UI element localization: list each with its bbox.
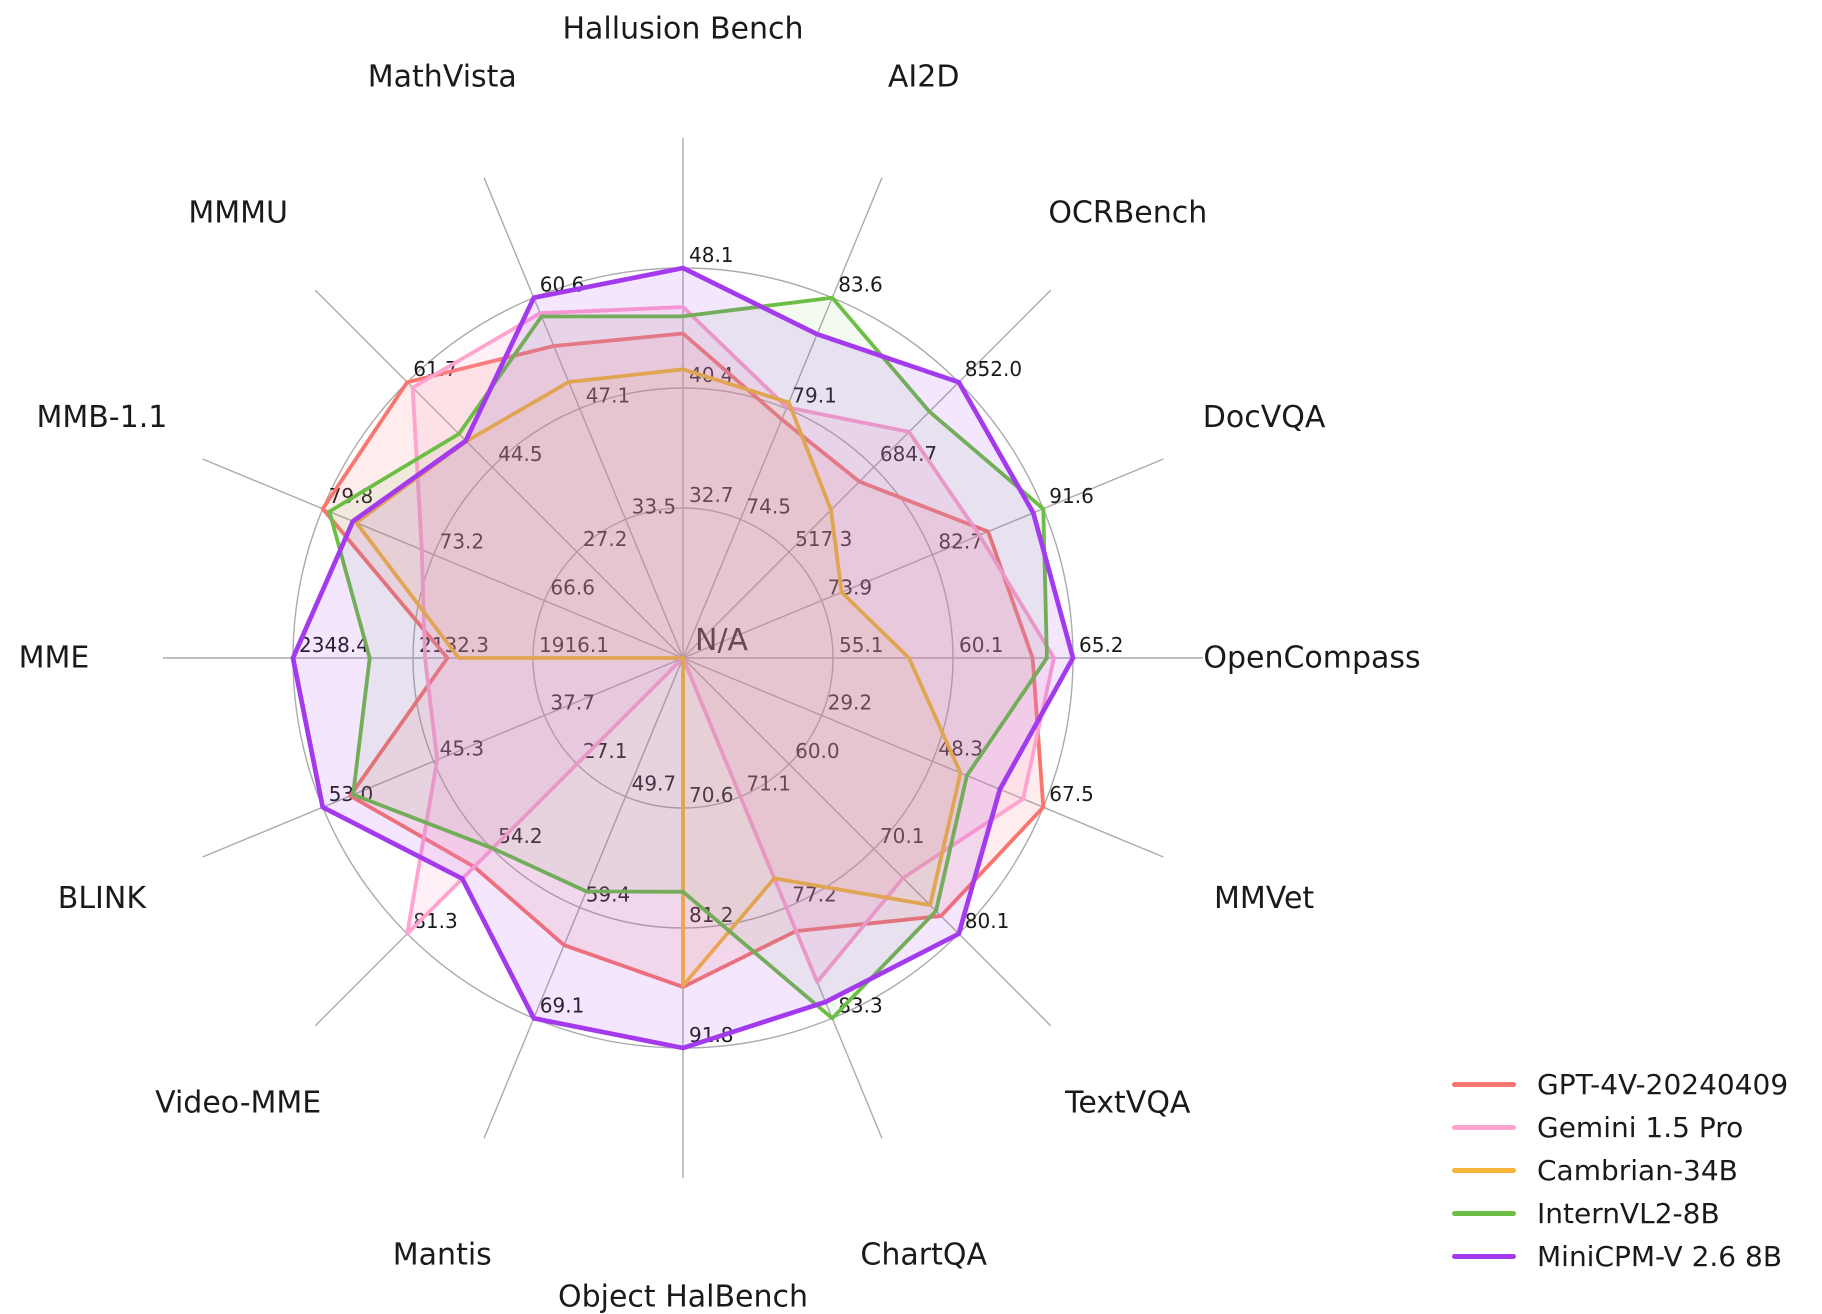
tick-label-ocrbench-0: 517.3 [795, 527, 852, 551]
tick-label-mantis-0: 49.7 [632, 772, 677, 796]
tick-label-mme-0: 1916.1 [539, 633, 609, 657]
grid-spoke-blink [202, 657, 684, 858]
legend-swatch-minicpm-v-2-6-8b [1452, 1254, 1516, 1259]
tick-label-mmmu-0: 27.2 [583, 527, 628, 551]
axis-label-video-mme: Video-MME [155, 1085, 321, 1120]
tick-label-blink-0: 37.7 [550, 690, 595, 714]
legend-label: Gemini 1.5 Pro [1537, 1110, 1744, 1144]
tick-label-ai2d-1: 79.1 [792, 384, 837, 408]
grid-spoke-mmmu [314, 289, 684, 659]
legend-label: Cambrian-34B [1537, 1153, 1738, 1187]
tick-label-textvqa-1: 70.1 [880, 824, 925, 848]
axis-label-mmmu: MMMU [188, 196, 288, 231]
legend: GPT-4V-20240409 Gemini 1.5 Pro Cambrian-34… [1452, 1063, 1788, 1278]
axis-label-textvqa: TextVQA [1064, 1085, 1191, 1120]
tick-label-ocrbench-2: 852.0 [965, 357, 1022, 381]
tick-label-hallusion-bench-2: 48.1 [689, 243, 734, 267]
tick-label-mmvet-0: 29.2 [828, 690, 873, 714]
grid-spoke-textvqa [682, 657, 1052, 1027]
grid-spoke-mmb-1-1 [202, 458, 684, 659]
legend-item-cambrian-34b: Cambrian-34B [1452, 1149, 1788, 1192]
axis-label-ai2d: AI2D [888, 59, 960, 94]
tick-label-hallusion-bench-0: 32.7 [689, 483, 734, 507]
tick-label-mme-2: 2348.4 [299, 633, 369, 657]
tick-label-object-halbench-0: 70.6 [689, 783, 734, 807]
axis-label-mmb-1-1: MMB-1.1 [36, 400, 167, 435]
tick-label-opencompass-0: 55.1 [839, 633, 884, 657]
legend-label: InternVL2-8B [1537, 1196, 1720, 1230]
legend-swatch-cambrian-34b [1452, 1168, 1516, 1173]
series-polygon-minicpm-v-2-6-8b [290, 265, 1076, 1051]
tick-label-mmb-1-1-1: 73.2 [440, 530, 485, 554]
axis-label-mmvet: MMVet [1214, 881, 1314, 916]
tick-label-ai2d-0: 74.5 [746, 494, 791, 518]
axis-label-docvqa: DocVQA [1203, 400, 1326, 435]
tick-label-mmmu-1: 44.5 [498, 442, 543, 466]
axis-label-blink: BLINK [58, 881, 148, 916]
axis-label-opencompass: OpenCompass [1203, 641, 1420, 676]
axis-label-mantis: Mantis [393, 1238, 492, 1273]
grid-spoke-mmvet [682, 657, 1164, 858]
tick-label-mathvista-1: 47.1 [586, 384, 631, 408]
tick-label-docvqa-1: 82.7 [938, 530, 983, 554]
grid-spoke-mathvista [483, 177, 684, 659]
tick-label-opencompass-2: 65.2 [1079, 633, 1124, 657]
tick-label-ai2d-2: 83.6 [838, 273, 883, 297]
grid-spoke-mantis [483, 657, 684, 1139]
legend-label: MiniCPM-V 2.6 8B [1537, 1239, 1783, 1273]
tick-label-docvqa-0: 73.9 [828, 576, 873, 600]
legend-swatch-gemini-1-5-pro [1452, 1125, 1516, 1130]
grid-spoke-ocrbench [682, 289, 1052, 659]
tick-label-mathvista-0: 33.5 [632, 494, 677, 518]
tick-label-docvqa-2: 91.6 [1049, 484, 1094, 508]
tick-label-textvqa-2: 80.1 [965, 909, 1010, 933]
axis-label-mme: MME [19, 641, 90, 676]
axis-label-chartqa: ChartQA [860, 1238, 987, 1273]
legend-swatch-gpt-4v-20240409 [1452, 1082, 1516, 1087]
legend-item-internvl2-8b: InternVL2-8B [1452, 1192, 1788, 1235]
legend-item-minicpm-v-2-6-8b: MiniCPM-V 2.6 8B [1452, 1235, 1788, 1278]
tick-label-mmvet-2: 67.5 [1049, 782, 1094, 806]
tick-label-textvqa-0: 60.0 [795, 739, 840, 763]
axis-label-ocrbench: OCRBench [1048, 196, 1207, 231]
grid-spoke-docvqa [682, 458, 1164, 659]
axis-label-object-halbench: Object HalBench [558, 1280, 808, 1314]
legend-item-gpt-4v-20240409: GPT-4V-20240409 [1452, 1063, 1788, 1106]
legend-label: GPT-4V-20240409 [1537, 1067, 1789, 1101]
center-na-label: N/A [695, 623, 749, 658]
series-polygon-internvl2-8b [327, 295, 1049, 1021]
tick-label-mantis-2: 69.1 [540, 993, 585, 1017]
series-polygon-gemini-1-5-pro [405, 305, 1056, 984]
tick-label-mantis-1: 59.4 [586, 882, 631, 906]
tick-label-mmb-1-1-0: 66.6 [550, 576, 595, 600]
axis-label-mathvista: MathVista [368, 59, 517, 94]
tick-label-opencompass-1: 60.1 [959, 633, 1004, 657]
legend-item-gemini-1-5-pro: Gemini 1.5 Pro [1452, 1106, 1788, 1149]
axis-label-hallusion-bench: Hallusion Bench [562, 12, 803, 47]
legend-swatch-internvl2-8b [1452, 1211, 1516, 1216]
tick-label-chartqa-0: 71.1 [746, 772, 791, 796]
tick-label-blink-1: 45.3 [440, 736, 485, 760]
